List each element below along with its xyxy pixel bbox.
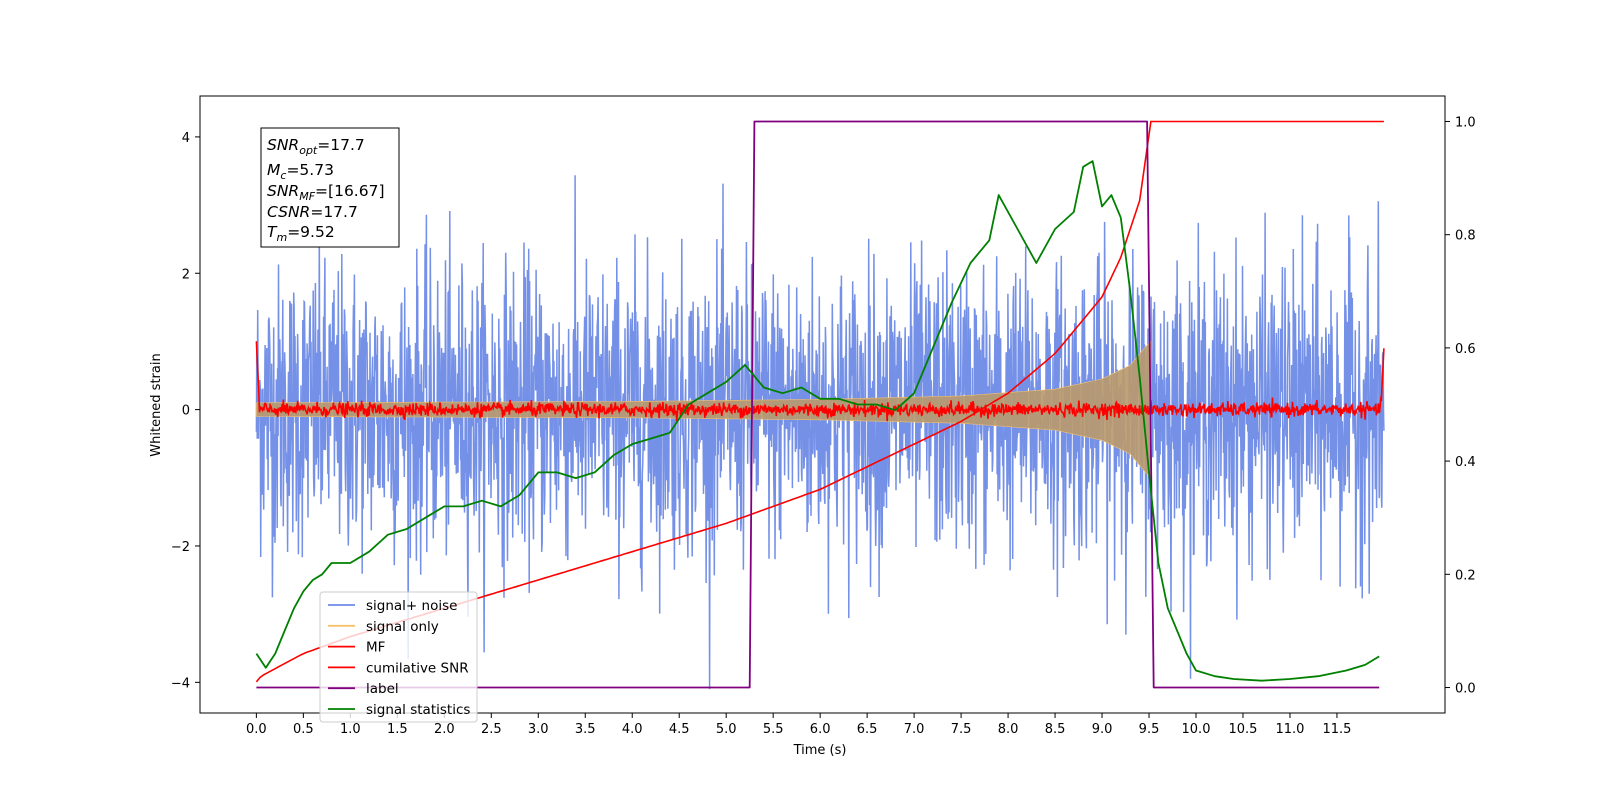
legend-frame <box>319 591 478 723</box>
y2-tick-label: 0.2 <box>1455 568 1476 583</box>
y2-tick-label: 1.0 <box>1455 115 1476 130</box>
y2-tick-label: 0.8 <box>1455 229 1476 244</box>
x-tick-label: 0.0 <box>246 722 267 737</box>
series-signal-statistics <box>255 160 1380 682</box>
annotation-snr-opt: SNRopt=17.7 <box>267 136 365 157</box>
series-label <box>256 120 1380 689</box>
x-tick-label: 1.0 <box>340 722 361 737</box>
x-tick-label: 1.5 <box>387 722 408 737</box>
y2-tick-label: 0.4 <box>1455 455 1476 470</box>
x-tick-label: 10.5 <box>1229 722 1258 737</box>
x-tick-label: 7.0 <box>904 722 925 737</box>
x-tick-label: 7.5 <box>951 722 972 737</box>
y-tick-label: 2 <box>182 267 190 282</box>
legend-label: signal statistics <box>366 702 470 718</box>
x-tick-label: 9.0 <box>1092 722 1113 737</box>
legend: signal+ noise signal only MF cumilative SNR… <box>319 591 478 723</box>
x-tick-label: 5.0 <box>716 722 737 737</box>
x-tick-label: 2.0 <box>434 722 455 737</box>
legend-label: cumilative SNR <box>366 660 469 676</box>
annotation-mc: Mc=5.73 <box>267 161 334 182</box>
x-tick-label: 10.0 <box>1182 722 1211 737</box>
annotation-box: SNRopt=17.7 Mc=5.73 SNRMF=[16.67] CSNR=1… <box>260 127 400 248</box>
x-tick-label: 5.5 <box>763 722 784 737</box>
x-tick-label: 11.5 <box>1322 722 1351 737</box>
y2-tick-label: 0.6 <box>1455 342 1476 357</box>
series-mf <box>255 341 1385 422</box>
x-tick-label: 6.0 <box>810 722 831 737</box>
series-signal-noise <box>255 175 1385 690</box>
x-tick-label: 0.5 <box>293 722 314 737</box>
x-axis-label: Time (s) <box>793 743 847 758</box>
x-tick-label: 8.0 <box>998 722 1019 737</box>
y-tick-label: 0 <box>182 404 190 419</box>
annotation-frame <box>260 127 400 248</box>
legend-label: MF <box>366 640 385 656</box>
plot-frame <box>199 95 1446 714</box>
x-tick-label: 3.0 <box>528 722 549 737</box>
x-tick-label: 6.5 <box>857 722 878 737</box>
x-tick-label: 9.5 <box>1139 722 1160 737</box>
annotation-tm: Tm=9.52 <box>267 223 335 244</box>
y2-tick-label: 0.0 <box>1455 682 1476 697</box>
legend-label: signal+ noise <box>366 598 457 614</box>
x-tick-label: 3.5 <box>575 722 596 737</box>
x-tick-label: 4.5 <box>669 722 690 737</box>
x-tick-label: 11.0 <box>1275 722 1304 737</box>
y-tick-label: 4 <box>182 131 190 146</box>
annotation-csnr: CSNR=17.7 <box>267 203 358 221</box>
x-tick-label: 8.5 <box>1045 722 1066 737</box>
x-tick-label: 2.5 <box>481 722 502 737</box>
x-tick-label: 4.0 <box>622 722 643 737</box>
legend-label: label <box>366 681 399 697</box>
legend-label: signal only <box>366 619 439 635</box>
y-tick-label: −2 <box>171 540 190 555</box>
annotation-snr-mf: SNRMF=[16.67] <box>267 182 385 203</box>
y-axis-label: Whitened strain <box>149 353 164 456</box>
y-tick-label: −4 <box>171 676 190 691</box>
